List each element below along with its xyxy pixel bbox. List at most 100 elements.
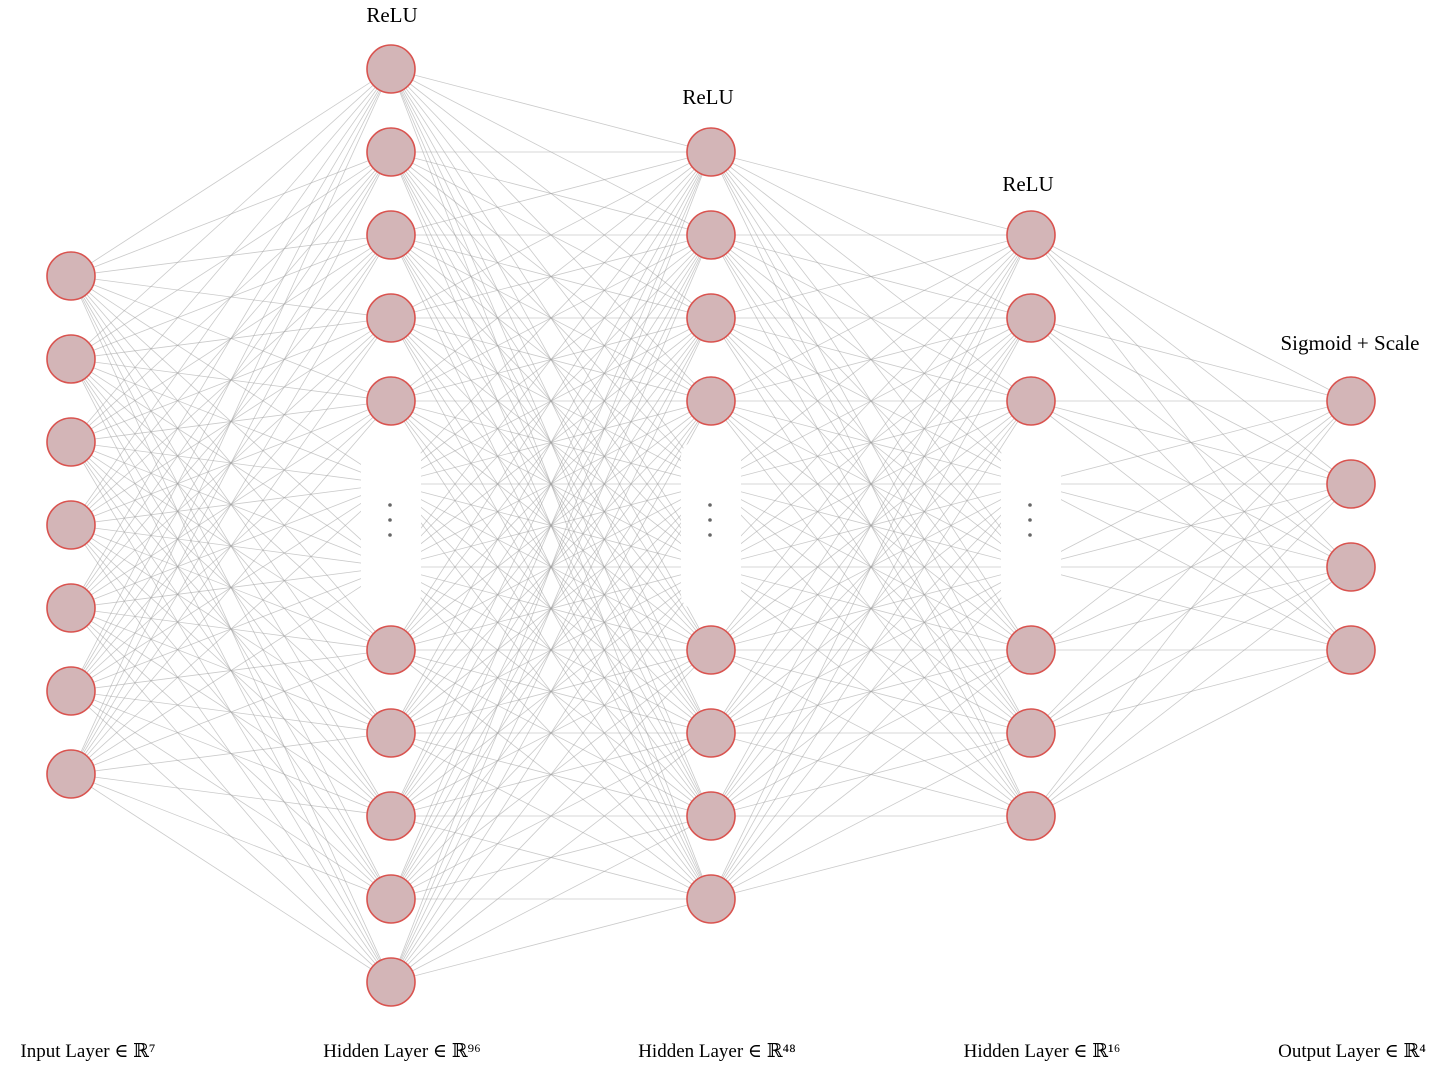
neuron-layer-1-7 — [366, 625, 416, 675]
neuron-layer-3-2 — [1006, 376, 1056, 426]
connections — [70, 68, 1352, 983]
layer-label-hidden-1: Hidden Layer ∈ ℝ⁹⁶ — [323, 1041, 481, 1062]
activation-label-hidden-1: ReLU — [366, 3, 417, 27]
connection-l0-3-l1-0 — [70, 68, 392, 526]
connection-l3-3-l4-0 — [1030, 400, 1352, 485]
neuron-layer-4-2 — [1326, 542, 1376, 592]
neuron-layer-3-7 — [1006, 791, 1056, 841]
connection-l0-6-l1-5 — [70, 483, 392, 775]
ellipsis-dot-layer-2-2 — [708, 533, 712, 537]
connection-l1-9-l2-0 — [390, 151, 712, 817]
neuron-layer-1-2 — [366, 210, 416, 260]
ellipsis-dot-layer-1-2 — [388, 533, 392, 537]
connection-l2-9-l3-2 — [710, 400, 1032, 900]
neuron-layer-2-1 — [686, 210, 736, 260]
connection-l0-6-l1-10 — [70, 773, 392, 900]
connection-l1-3-l2-0 — [390, 151, 712, 319]
connection-l1-2-l2-0 — [390, 151, 712, 236]
neuron-layer-0-4 — [46, 583, 96, 633]
connection-l1-11-l2-4 — [390, 483, 712, 983]
connection-l2-4-l3-0 — [710, 234, 1032, 485]
ellipsis-dot-layer-3-0 — [1028, 503, 1032, 507]
connection-l0-6-l1-2 — [70, 234, 392, 775]
connection-l0-4-l1-0 — [70, 68, 392, 609]
connection-l2-9-l3-0 — [710, 234, 1032, 900]
connection-l1-11-l2-1 — [390, 234, 712, 983]
connection-l0-6-l1-9 — [70, 773, 392, 817]
neuron-layer-2-0 — [686, 127, 736, 177]
neuron-layer-2-6 — [686, 625, 736, 675]
layer-label-input: Input Layer ∈ ℝ⁷ — [20, 1041, 155, 1062]
connection-l3-6-l4-0 — [1030, 400, 1352, 734]
connection-l3-7-l4-2 — [1030, 566, 1352, 817]
connection-l0-6-l1-7 — [70, 649, 392, 775]
connection-l1-11-l2-2 — [390, 317, 712, 983]
neuron-layer-2-2 — [686, 293, 736, 343]
ellipsis-dot-layer-2-0 — [708, 503, 712, 507]
ellipsis-dot-layer-3-1 — [1028, 518, 1032, 522]
connection-l1-11-l2-5 — [390, 566, 712, 983]
neurons — [46, 44, 1376, 1007]
connection-l0-6-l1-8 — [70, 732, 392, 775]
connection-l2-9-l3-1 — [710, 317, 1032, 900]
ellipsis-gap-layer-3 — [1001, 442, 1061, 609]
connection-l0-6-l1-1 — [70, 151, 392, 775]
neuron-layer-4-3 — [1326, 625, 1376, 675]
layer-label-hidden-3: Hidden Layer ∈ ℝ¹⁶ — [964, 1041, 1121, 1062]
neuron-layer-0-0 — [46, 251, 96, 301]
connection-l0-0-l1-0 — [70, 68, 392, 277]
ellipsis-gap-layer-1 — [361, 442, 421, 609]
connection-l1-10-l2-0 — [390, 151, 712, 900]
neuron-layer-3-5 — [1006, 625, 1056, 675]
neuron-layer-1-0 — [366, 44, 416, 94]
neuron-layer-1-11 — [366, 957, 416, 1007]
ellipsis-dot-layer-2-1 — [708, 518, 712, 522]
connection-l2-3-l3-0 — [710, 234, 1032, 402]
layer-label-output: Output Layer ∈ ℝ⁴ — [1278, 1041, 1426, 1062]
ellipsis-gap-layer-2 — [681, 442, 741, 609]
connection-l1-0-l2-0 — [390, 68, 712, 153]
activation-label-output: Sigmoid + Scale — [1280, 331, 1419, 355]
neuron-layer-0-6 — [46, 749, 96, 799]
connection-l2-9-l3-4 — [710, 566, 1032, 900]
connection-l2-9-l3-3 — [710, 483, 1032, 900]
connection-l2-6-l3-0 — [710, 234, 1032, 651]
connection-l0-6-l1-0 — [70, 68, 392, 775]
neuron-layer-1-9 — [366, 791, 416, 841]
neuron-layer-3-6 — [1006, 708, 1056, 758]
connection-l1-11-l2-3 — [390, 400, 712, 983]
neuron-layer-3-1 — [1006, 293, 1056, 343]
connection-l1-11-l2-9 — [390, 898, 712, 983]
connection-l0-5-l1-0 — [70, 68, 392, 692]
connection-l1-7-l2-0 — [390, 151, 712, 651]
connection-l2-9-l3-5 — [710, 649, 1032, 900]
neuron-layer-2-8 — [686, 791, 736, 841]
neuron-layer-0-1 — [46, 334, 96, 384]
neuron-layer-0-2 — [46, 417, 96, 467]
connection-l1-8-l2-0 — [390, 151, 712, 734]
activation-label-hidden-2: ReLU — [682, 85, 733, 109]
connection-l3-4-l4-0 — [1030, 400, 1352, 568]
connection-l3-7-l4-3 — [1030, 649, 1352, 817]
ellipsis-dot-layer-3-2 — [1028, 533, 1032, 537]
connection-l1-11-l2-7 — [390, 732, 712, 983]
connection-l1-5-l2-0 — [390, 151, 712, 485]
connection-l0-6-l1-6 — [70, 566, 392, 775]
ellipsis-gaps — [361, 442, 1061, 609]
connection-l2-9-l3-6 — [710, 732, 1032, 900]
ellipsis-dot-layer-1-1 — [388, 518, 392, 522]
neuron-layer-0-3 — [46, 500, 96, 550]
connection-l2-8-l3-0 — [710, 234, 1032, 817]
activation-label-hidden-3: ReLU — [1002, 172, 1053, 196]
neuron-layer-2-7 — [686, 708, 736, 758]
connection-l3-5-l4-0 — [1030, 400, 1352, 651]
connection-l3-1-l4-0 — [1030, 317, 1352, 402]
neuron-layer-2-3 — [686, 376, 736, 426]
connection-l3-0-l4-0 — [1030, 234, 1352, 402]
connection-l1-6-l2-0 — [390, 151, 712, 568]
connection-l0-1-l1-0 — [70, 68, 392, 360]
connection-l1-11-l2-6 — [390, 649, 712, 983]
neuron-layer-4-1 — [1326, 459, 1376, 509]
connection-l3-7-l4-0 — [1030, 400, 1352, 817]
